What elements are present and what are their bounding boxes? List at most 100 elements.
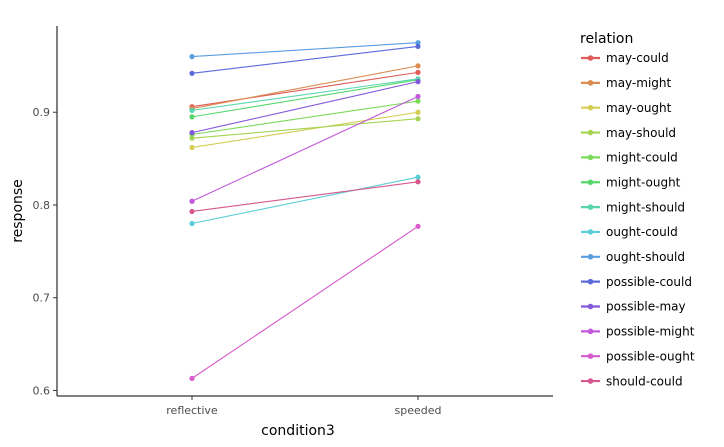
legend-items: may-could may-might may-ought may-should mig… (581, 51, 695, 388)
data-point (415, 179, 421, 185)
legend-key-point (587, 328, 594, 335)
legend-key-point (587, 55, 594, 61)
data-point (189, 208, 195, 215)
y-tick-label: 0.9 (33, 106, 51, 119)
legend-key-point (587, 253, 594, 260)
series-possible-may (189, 79, 421, 136)
legend-item-should-could: should-could (581, 374, 683, 388)
legend-key-point (587, 353, 594, 360)
legend-item-possible-may: possible-may (581, 300, 686, 314)
legend-key-point (587, 303, 594, 310)
x-axis-title: condition3 (261, 423, 335, 439)
legend-label: might-could (606, 151, 678, 165)
series-line (191, 65, 419, 110)
data-point (189, 70, 195, 76)
data-point (415, 43, 421, 50)
legend-key-point (587, 129, 594, 136)
legend: relation may-couldmay-mightmay-oughtmay-… (580, 31, 695, 388)
data-point (189, 54, 195, 60)
data-point (415, 79, 421, 85)
series-ought-should (189, 40, 421, 60)
series-ought-could (189, 174, 421, 227)
x-tick-label: speeded (395, 404, 442, 417)
legend-item-may-ought: may-ought (581, 101, 672, 115)
legend-item-might-ought: might-ought (581, 175, 681, 189)
series-possible-might (189, 93, 421, 204)
x-tick-label: reflective (166, 404, 218, 417)
legend-item-may-might: may-might (581, 76, 672, 90)
data-point (189, 144, 195, 151)
data-point (415, 109, 421, 115)
legend-label: possible-may (606, 300, 686, 314)
legend-label: ought-should (606, 250, 685, 264)
series-line (191, 118, 419, 139)
series-may-could (189, 69, 421, 110)
data-point (415, 63, 421, 69)
legend-item-may-could: may-could (581, 51, 669, 65)
data-point (189, 114, 195, 120)
legend-label: possible-could (606, 275, 692, 289)
legend-label: possible-might (606, 325, 695, 339)
legend-item-possible-ought: possible-ought (581, 349, 695, 363)
legend-item-ought-should: ought-should (581, 250, 685, 264)
ticks-layer: 0.6 0.7 0.8 0.9 reflective speeded (33, 106, 442, 417)
series-line (191, 45, 419, 74)
data-point (415, 98, 421, 104)
data-point (189, 107, 195, 113)
data-point (189, 130, 195, 136)
series-line (191, 42, 419, 58)
series-line (191, 81, 419, 134)
legend-item-may-should: may-should (581, 126, 676, 140)
series-possible-ought (189, 223, 421, 381)
series-line (191, 79, 419, 118)
series-might-could (189, 98, 421, 138)
y-axis-title: response (10, 179, 26, 243)
legend-key-point (587, 179, 594, 186)
data-point (415, 223, 421, 229)
legend-label: might-should (606, 200, 685, 214)
series-line (191, 176, 419, 225)
data-point (189, 220, 195, 227)
legend-key-point (587, 229, 594, 235)
legend-label: possible-ought (606, 349, 695, 363)
data-point (415, 40, 421, 46)
legend-key-point (587, 154, 594, 161)
series-layer (189, 40, 421, 381)
legend-title: relation (580, 31, 633, 47)
data-point (415, 69, 421, 75)
legend-key-point (587, 80, 594, 86)
legend-item-possible-could: possible-could (581, 275, 692, 289)
data-point (189, 375, 195, 381)
data-point (189, 135, 195, 141)
legend-item-ought-could: ought-could (581, 225, 678, 239)
series-line (191, 78, 419, 111)
series-line (191, 95, 419, 202)
legend-key-point (587, 278, 594, 285)
series-line (191, 100, 419, 136)
y-tick-label: 0.8 (33, 199, 51, 212)
legend-label: may-might (606, 76, 672, 90)
series-should-could (189, 179, 421, 215)
legend-label: should-could (606, 374, 683, 388)
series-line (191, 225, 419, 379)
data-point (415, 93, 421, 100)
legend-label: might-ought (606, 175, 681, 189)
legend-key-point (587, 378, 594, 384)
y-tick-label: 0.6 (33, 384, 51, 397)
data-point (415, 174, 421, 180)
series-line (191, 111, 419, 149)
axes-layer (56, 26, 553, 397)
series-line (191, 181, 419, 213)
data-point (415, 116, 421, 122)
legend-label: may-could (606, 51, 669, 65)
legend-key-point (587, 204, 594, 210)
y-tick-label: 0.7 (33, 292, 51, 305)
legend-item-might-could: might-could (581, 151, 678, 165)
legend-item-might-should: might-should (581, 200, 685, 214)
legend-item-possible-might: possible-might (581, 325, 695, 339)
legend-label: ought-could (606, 225, 678, 239)
series-possible-could (189, 43, 421, 76)
legend-label: may-ought (606, 101, 672, 115)
series-may-ought (189, 109, 421, 151)
